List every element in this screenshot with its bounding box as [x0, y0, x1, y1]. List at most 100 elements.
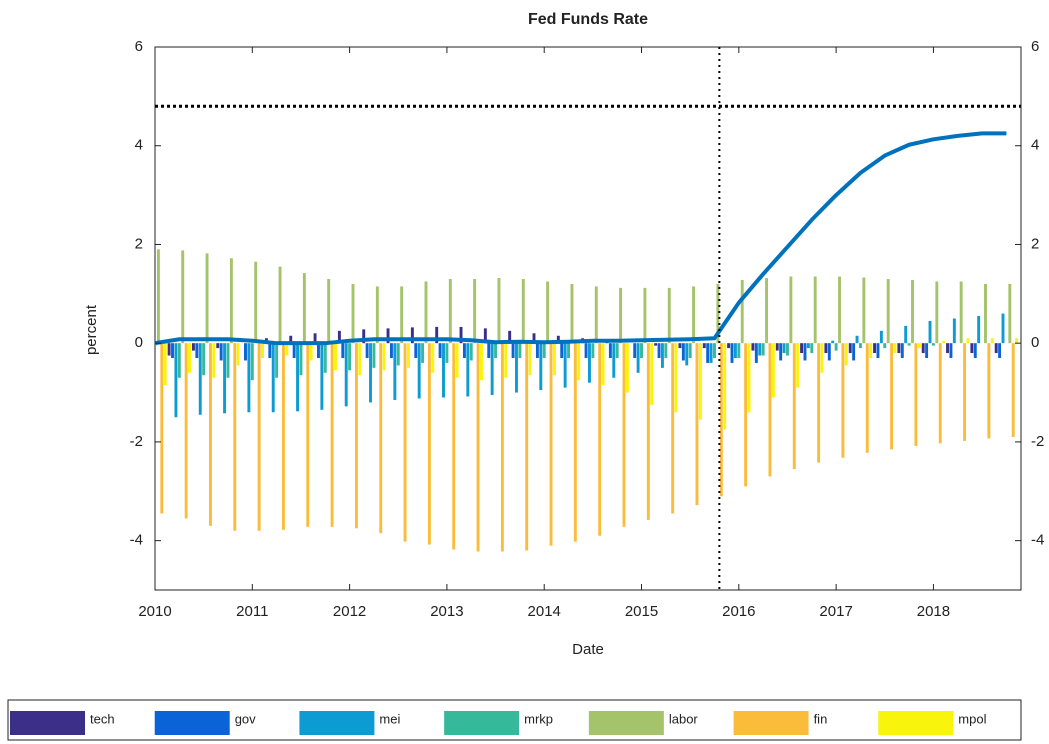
bar: [744, 343, 748, 487]
bar: [719, 343, 723, 497]
bar: [462, 343, 466, 358]
bar: [886, 279, 890, 344]
bar: [205, 253, 209, 344]
bar: [1001, 313, 1005, 344]
bar: [688, 343, 692, 358]
bar: [181, 250, 185, 344]
bar: [883, 343, 887, 349]
y-tick-label: 2: [135, 235, 143, 252]
bar: [782, 343, 786, 354]
bar: [754, 343, 758, 363]
bar: [476, 343, 480, 552]
bar: [897, 343, 901, 354]
bar: [403, 343, 407, 542]
bar: [160, 343, 164, 514]
bar: [487, 343, 491, 358]
bar: [236, 343, 240, 366]
legend-label: fin: [814, 711, 828, 726]
bar: [869, 343, 873, 358]
bar: [810, 343, 814, 354]
bar: [931, 343, 935, 346]
bar: [469, 343, 473, 361]
bar: [317, 343, 320, 358]
x-axis-label: Date: [572, 641, 604, 658]
bar: [852, 343, 856, 361]
legend-swatch: [299, 711, 375, 735]
bar: [302, 273, 306, 344]
bar: [202, 343, 206, 376]
bar: [959, 281, 963, 344]
bar: [254, 261, 258, 344]
bar: [786, 343, 789, 356]
legend-label: mpol: [958, 711, 986, 726]
bar: [147, 343, 150, 353]
bar: [539, 343, 543, 391]
bar: [848, 343, 852, 354]
bar: [435, 326, 439, 344]
bar: [163, 343, 167, 386]
bar: [511, 343, 515, 358]
bar: [654, 343, 658, 346]
bar: [771, 343, 775, 398]
bar: [334, 343, 337, 371]
y-tick-label: 0: [135, 334, 143, 351]
bar: [455, 343, 459, 378]
y2-tick-label: 6: [1031, 38, 1039, 55]
bar: [1008, 283, 1012, 344]
bar: [354, 343, 358, 529]
bar: [698, 343, 702, 420]
bar: [987, 343, 991, 439]
bar: [500, 343, 504, 552]
bar: [765, 278, 769, 344]
bar: [984, 283, 987, 344]
bar: [730, 343, 734, 363]
bar: [813, 276, 817, 344]
bar: [209, 343, 212, 526]
bar: [479, 343, 483, 381]
bar: [681, 343, 685, 361]
bar: [841, 343, 845, 458]
bar: [800, 343, 804, 354]
bar: [309, 343, 313, 361]
bar: [546, 281, 550, 344]
bar: [716, 283, 720, 344]
bar: [973, 343, 977, 358]
bar: [421, 343, 425, 363]
bar: [667, 287, 671, 344]
bar: [504, 343, 508, 378]
bar: [608, 343, 612, 358]
bar: [674, 343, 678, 413]
bar: [167, 343, 171, 356]
y2-tick-label: -2: [1031, 433, 1044, 450]
bar: [858, 343, 862, 349]
bar: [640, 343, 643, 358]
bar: [521, 279, 525, 344]
bar: [330, 343, 334, 527]
bar: [751, 343, 755, 351]
bar: [362, 329, 366, 344]
bar: [351, 283, 355, 344]
bar: [598, 343, 602, 536]
bar: [646, 343, 650, 520]
bar: [706, 343, 710, 363]
bar: [657, 343, 661, 358]
x-tick-label: 2017: [819, 603, 852, 620]
bar: [473, 279, 477, 344]
bar: [946, 343, 949, 354]
bar: [244, 343, 247, 361]
bar: [636, 343, 640, 373]
bar: [156, 249, 160, 344]
y-tick-label: 4: [135, 137, 143, 154]
bar: [727, 343, 731, 349]
bar: [806, 343, 810, 349]
bar: [341, 343, 345, 358]
bar: [442, 343, 445, 398]
legend-swatch: [10, 711, 85, 735]
y2-tick-label: -4: [1031, 532, 1044, 549]
bar: [452, 343, 456, 550]
legend-label: labor: [669, 711, 699, 726]
bar: [216, 343, 220, 349]
bar: [966, 338, 970, 344]
bar: [396, 343, 400, 366]
